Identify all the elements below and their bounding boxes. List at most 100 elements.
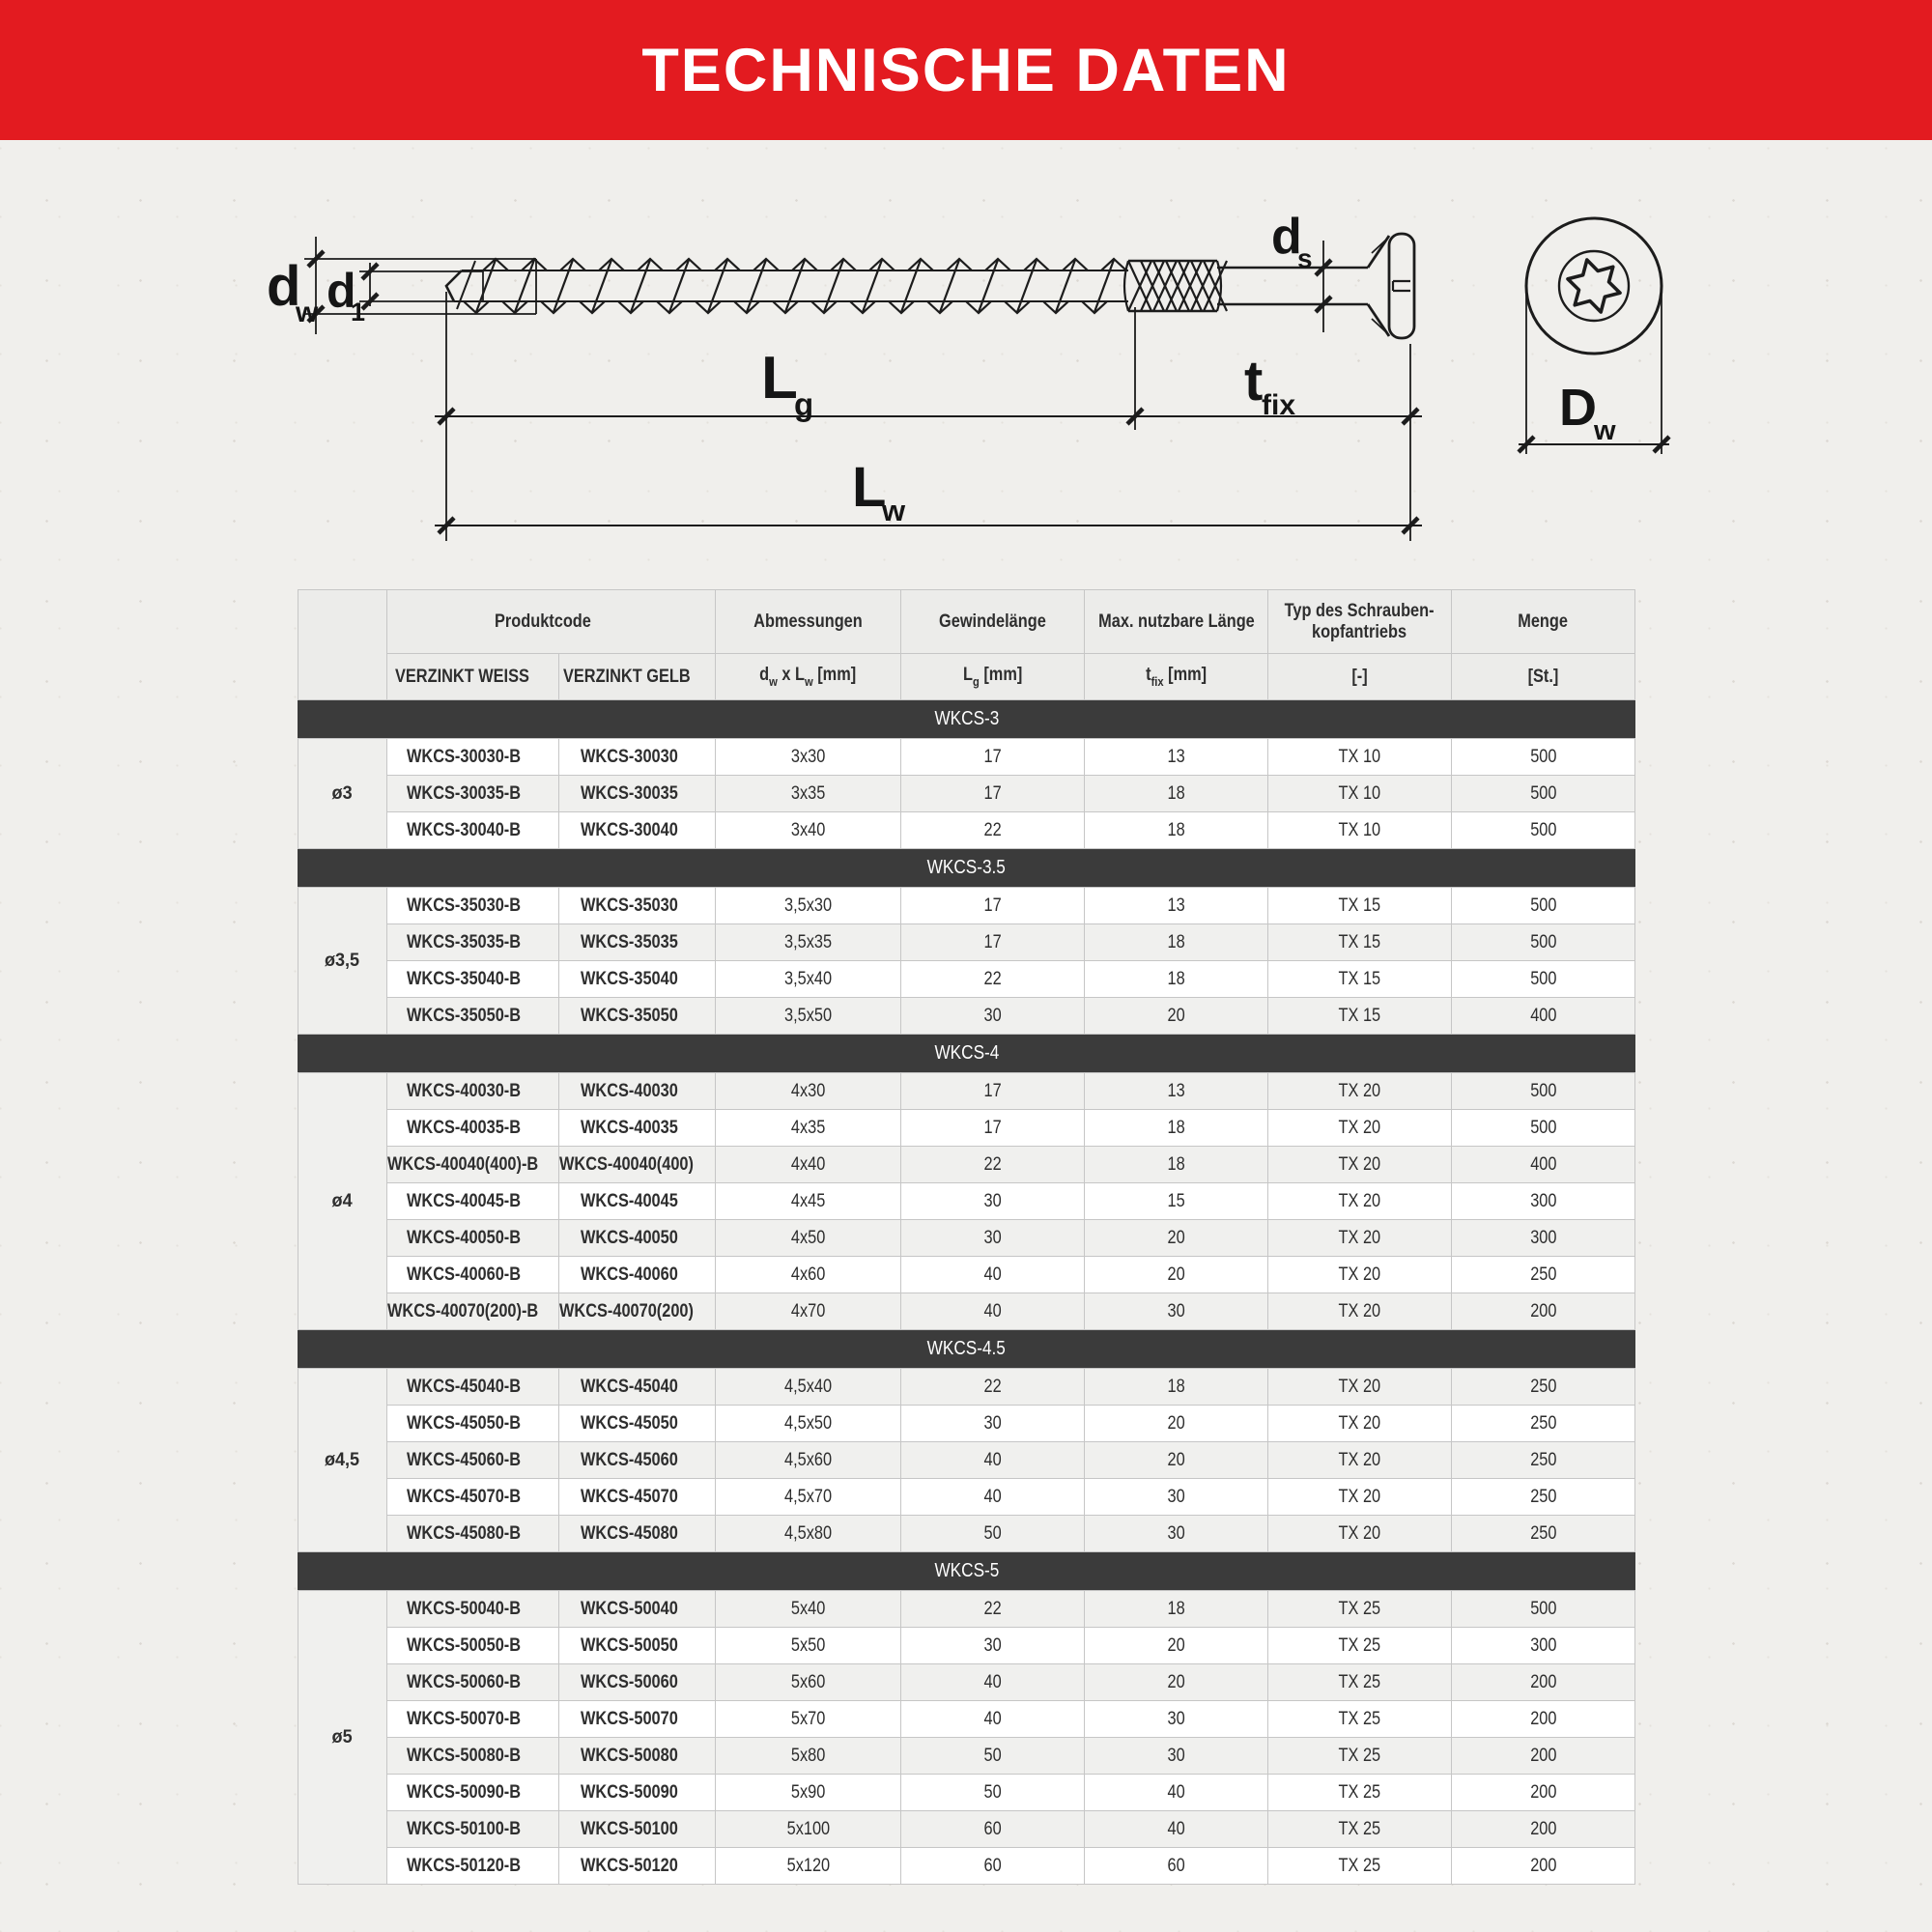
cell-max-laenge: 18 bbox=[1084, 775, 1268, 812]
cell-produktcode-weiss: WKCS-40070(200)-B bbox=[386, 1293, 559, 1330]
cell-produktcode-gelb: WKCS-50060 bbox=[558, 1663, 716, 1701]
table-row: WKCS-45070-B WKCS-45070 4,5x70 40 30 TX 20 250 bbox=[298, 1478, 1635, 1516]
cell-produktcode-gelb: WKCS-40030 bbox=[558, 1072, 716, 1110]
title-banner: TECHNISCHE DATEN bbox=[0, 0, 1932, 140]
unit-abmessungen: dw x Lw [mm] bbox=[715, 653, 901, 700]
cell-menge: 300 bbox=[1451, 1182, 1635, 1220]
cell-max-laenge: 18 bbox=[1084, 923, 1268, 961]
cell-produktcode-gelb: WKCS-50120 bbox=[558, 1847, 716, 1885]
cell-antrieb: TX 20 bbox=[1267, 1368, 1452, 1406]
cell-abmessung: 4,5x50 bbox=[715, 1405, 901, 1442]
cell-max-laenge: 60 bbox=[1084, 1847, 1268, 1885]
cell-abmessung: 3x40 bbox=[715, 811, 901, 849]
table-row: WKCS-50070-B WKCS-50070 5x70 40 30 TX 25 200 bbox=[298, 1700, 1635, 1738]
cell-antrieb: TX 10 bbox=[1267, 811, 1452, 849]
cell-produktcode-gelb: WKCS-40070(200) bbox=[558, 1293, 716, 1330]
cell-max-laenge: 13 bbox=[1084, 1072, 1268, 1110]
cell-max-laenge: 18 bbox=[1084, 811, 1268, 849]
cell-max-laenge: 20 bbox=[1084, 1256, 1268, 1293]
cell-abmessung: 5x50 bbox=[715, 1627, 901, 1664]
cell-produktcode-weiss: WKCS-50040-B bbox=[386, 1590, 559, 1628]
table-row: WKCS-40035-B WKCS-40035 4x35 17 18 TX 20 500 bbox=[298, 1109, 1635, 1147]
cell-gewindelaenge: 17 bbox=[900, 738, 1085, 776]
cell-max-laenge: 30 bbox=[1084, 1478, 1268, 1516]
header-verzinkt-weiss: VERZINKT WEISS bbox=[386, 653, 559, 700]
dim-label-ds-sub: s bbox=[1297, 243, 1313, 273]
dim-label-lw-sub: w bbox=[881, 494, 906, 527]
cell-max-laenge: 30 bbox=[1084, 1700, 1268, 1738]
table-row: WKCS-35035-B WKCS-35035 3,5x35 17 18 TX 15 500 bbox=[298, 923, 1635, 961]
cell-abmessung: 3,5x35 bbox=[715, 923, 901, 961]
cell-menge: 200 bbox=[1451, 1663, 1635, 1701]
cell-produktcode-weiss: WKCS-40060-B bbox=[386, 1256, 559, 1293]
unit-gewindelaenge: Lg [mm] bbox=[900, 653, 1085, 700]
cell-antrieb: TX 20 bbox=[1267, 1441, 1452, 1479]
cell-antrieb: TX 20 bbox=[1267, 1478, 1452, 1516]
dim-label-d1: d bbox=[327, 264, 356, 318]
section-header-row: WKCS-4 bbox=[298, 1034, 1635, 1073]
cell-max-laenge: 15 bbox=[1084, 1182, 1268, 1220]
cell-produktcode-weiss: WKCS-35050-B bbox=[386, 997, 559, 1035]
cell-menge: 500 bbox=[1451, 923, 1635, 961]
table-row: WKCS-50090-B WKCS-50090 5x90 50 40 TX 25 200 bbox=[298, 1774, 1635, 1811]
header-verzinkt-gelb: VERZINKT GELB bbox=[558, 653, 716, 700]
cell-max-laenge: 20 bbox=[1084, 1663, 1268, 1701]
section-header-row: WKCS-4.5 bbox=[298, 1329, 1635, 1369]
unit-tfix: tfix [mm] bbox=[1084, 653, 1268, 700]
cell-max-laenge: 18 bbox=[1084, 1146, 1268, 1183]
cell-gewindelaenge: 22 bbox=[900, 1590, 1085, 1628]
cell-produktcode-gelb: WKCS-40060 bbox=[558, 1256, 716, 1293]
cell-max-laenge: 20 bbox=[1084, 1219, 1268, 1257]
cell-menge: 200 bbox=[1451, 1810, 1635, 1848]
cell-abmessung: 5x60 bbox=[715, 1663, 901, 1701]
cell-antrieb: TX 20 bbox=[1267, 1182, 1452, 1220]
cell-abmessung: 3x30 bbox=[715, 738, 901, 776]
cell-produktcode-gelb: WKCS-50050 bbox=[558, 1627, 716, 1664]
cell-produktcode-gelb: WKCS-35040 bbox=[558, 960, 716, 998]
cell-gewindelaenge: 40 bbox=[900, 1293, 1085, 1330]
cell-gewindelaenge: 17 bbox=[900, 1109, 1085, 1147]
cell-menge: 250 bbox=[1451, 1441, 1635, 1479]
cell-produktcode-weiss: WKCS-30035-B bbox=[386, 775, 559, 812]
dim-label-lw: L bbox=[852, 456, 886, 519]
table-row: WKCS-45050-B WKCS-45050 4,5x50 30 20 TX 20 250 bbox=[298, 1405, 1635, 1442]
cell-antrieb: TX 20 bbox=[1267, 1256, 1452, 1293]
cell-abmessung: 4x35 bbox=[715, 1109, 901, 1147]
cell-menge: 200 bbox=[1451, 1737, 1635, 1775]
cell-antrieb: TX 10 bbox=[1267, 738, 1452, 776]
cell-gewindelaenge: 50 bbox=[900, 1515, 1085, 1552]
table-row: WKCS-45060-B WKCS-45060 4,5x60 40 20 TX 20 250 bbox=[298, 1441, 1635, 1479]
cell-produktcode-weiss: WKCS-50050-B bbox=[386, 1627, 559, 1664]
table-row: WKCS-45080-B WKCS-45080 4,5x80 50 30 TX 20 250 bbox=[298, 1515, 1635, 1552]
section-label: WKCS-5 bbox=[298, 1551, 1635, 1591]
cell-menge: 500 bbox=[1451, 1590, 1635, 1628]
cell-abmessung: 3,5x40 bbox=[715, 960, 901, 998]
section-header-row: WKCS-3 bbox=[298, 699, 1635, 739]
cell-max-laenge: 18 bbox=[1084, 1590, 1268, 1628]
page-title: TECHNISCHE DATEN bbox=[641, 36, 1291, 104]
cell-produktcode-gelb: WKCS-50090 bbox=[558, 1774, 716, 1811]
cell-gewindelaenge: 17 bbox=[900, 887, 1085, 924]
cell-produktcode-gelb: WKCS-50080 bbox=[558, 1737, 716, 1775]
cell-antrieb: TX 25 bbox=[1267, 1774, 1452, 1811]
cell-gewindelaenge: 22 bbox=[900, 960, 1085, 998]
cell-antrieb: TX 25 bbox=[1267, 1627, 1452, 1664]
cell-antrieb: TX 15 bbox=[1267, 997, 1452, 1035]
cell-max-laenge: 30 bbox=[1084, 1737, 1268, 1775]
section-header-row: WKCS-3.5 bbox=[298, 848, 1635, 888]
cell-menge: 500 bbox=[1451, 1072, 1635, 1110]
cell-produktcode-weiss: WKCS-35030-B bbox=[386, 887, 559, 924]
diameter-cell: ø4,5 bbox=[298, 1368, 387, 1552]
header-antriebstyp: Typ des Schrauben-kopfantriebs bbox=[1267, 589, 1452, 654]
cell-max-laenge: 18 bbox=[1084, 1109, 1268, 1147]
table-row: ø4,5 WKCS-45040-B WKCS-45040 4,5x40 22 18 TX 2… bbox=[298, 1368, 1635, 1552]
unit-antrieb: [-] bbox=[1267, 653, 1452, 700]
dim-label-Dw-sub: w bbox=[1593, 415, 1616, 446]
cell-abmessung: 4,5x60 bbox=[715, 1441, 901, 1479]
table-row: WKCS-30040-B WKCS-30040 3x40 22 18 TX 10 500 bbox=[298, 811, 1635, 849]
cell-antrieb: TX 20 bbox=[1267, 1515, 1452, 1552]
cell-produktcode-weiss: WKCS-45070-B bbox=[386, 1478, 559, 1516]
cell-produktcode-weiss: WKCS-35035-B bbox=[386, 923, 559, 961]
cell-antrieb: TX 25 bbox=[1267, 1847, 1452, 1885]
cell-menge: 250 bbox=[1451, 1368, 1635, 1406]
